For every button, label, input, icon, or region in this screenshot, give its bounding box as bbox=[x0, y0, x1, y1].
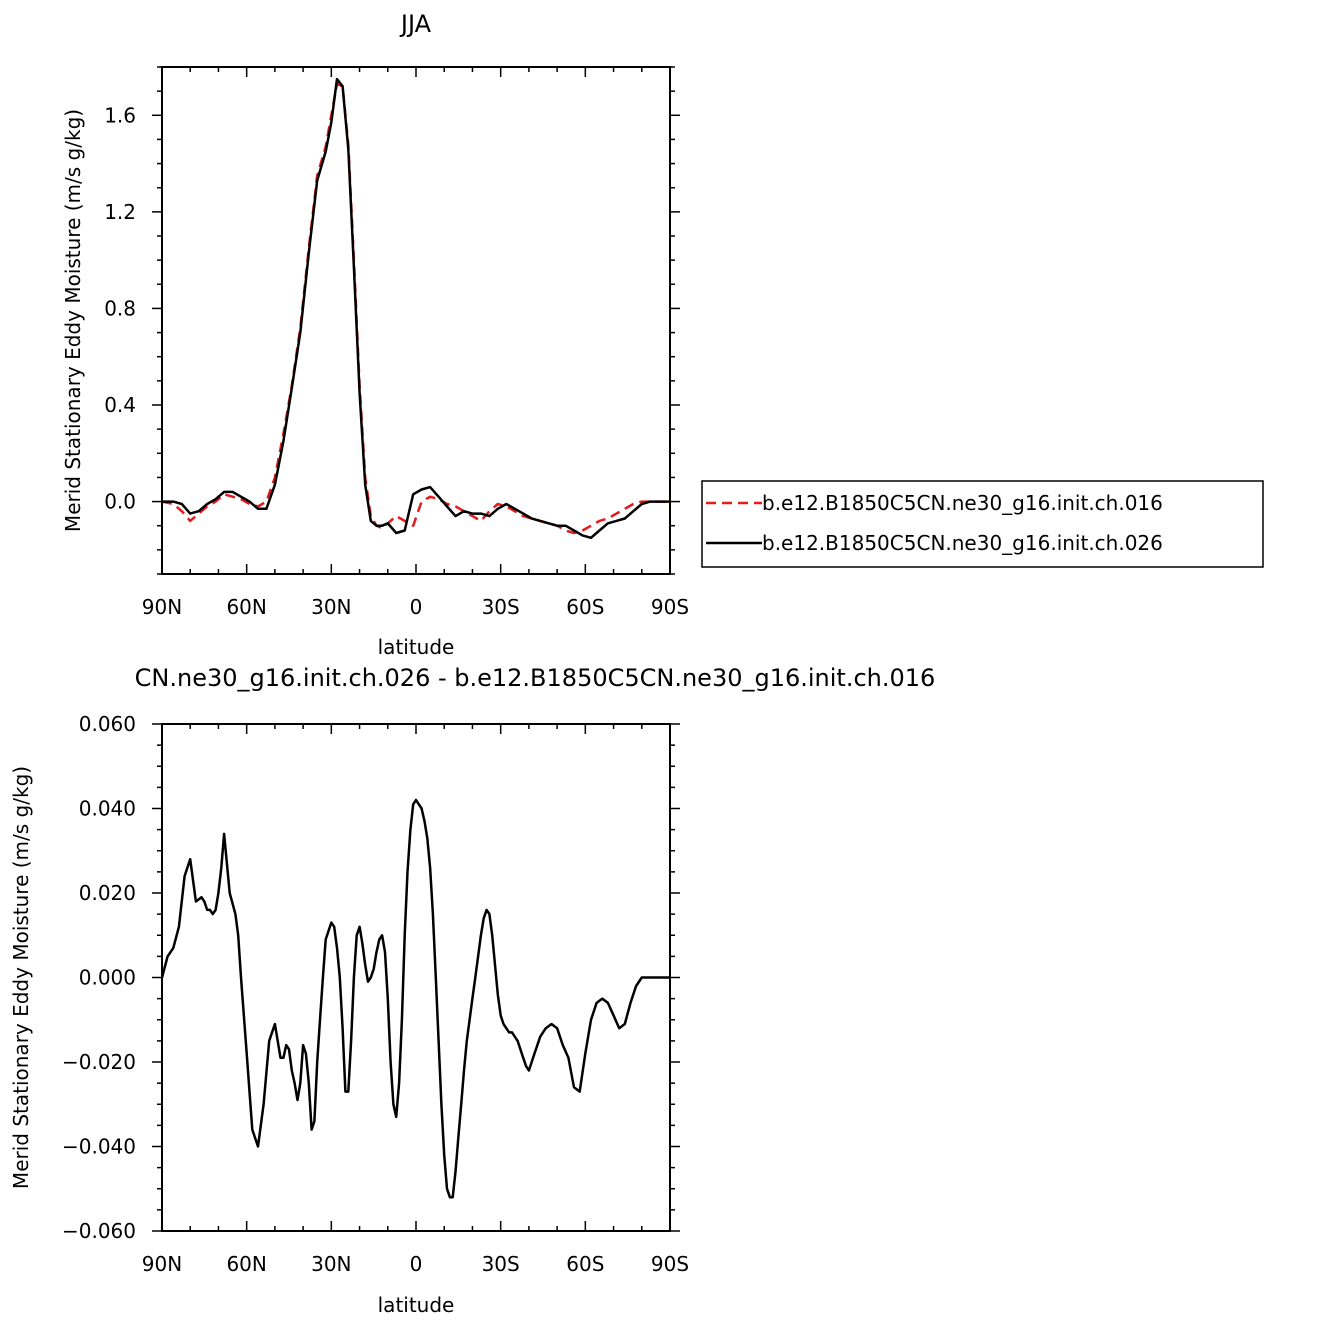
legend-label-1: b.e12.B1850C5CN.ne30_g16.init.ch.016 bbox=[762, 491, 1163, 515]
y-tick-label: −0.060 bbox=[62, 1219, 136, 1243]
x-tick-label: 90N bbox=[142, 595, 182, 619]
x-tick-label: 60N bbox=[226, 1252, 266, 1276]
chart-2: 90N 60N 30N 0 30S 60S 90S 0.060 0.040 0.020 0.000 −… bbox=[9, 664, 935, 1317]
y-tick-label: 0.020 bbox=[79, 881, 136, 905]
plot-frame bbox=[161, 66, 671, 575]
x-axis-label: latitude bbox=[378, 1293, 455, 1317]
x-tick-label: 90S bbox=[651, 1252, 689, 1276]
x-tick-label: 0 bbox=[410, 595, 423, 619]
x-tick-label: 60N bbox=[226, 595, 266, 619]
y-tick-label: 0.8 bbox=[104, 296, 136, 320]
x-tick-label: 30N bbox=[311, 1252, 351, 1276]
x-tick-label: 30N bbox=[311, 595, 351, 619]
y-axis-label: Merid Stationary Eddy Moisture (m/s g/kg… bbox=[9, 766, 33, 1189]
legend-box bbox=[701, 480, 1264, 568]
y-tick-label: −0.020 bbox=[62, 1050, 136, 1074]
y-tick-label: 0.040 bbox=[79, 797, 136, 821]
y-tick-label: 0.4 bbox=[104, 393, 136, 417]
x-tick-label: 60S bbox=[566, 595, 604, 619]
legend-label-2: b.e12.B1850C5CN.ne30_g16.init.ch.026 bbox=[762, 531, 1163, 555]
series-line-2 bbox=[162, 77, 670, 540]
x-tick-label: 30S bbox=[482, 1252, 520, 1276]
y-tick-label: 1.2 bbox=[104, 200, 136, 224]
y-tick-label: 0.0 bbox=[104, 490, 136, 514]
x-tick-label: 90N bbox=[142, 1252, 182, 1276]
x-tick-label: 30S bbox=[482, 595, 520, 619]
chart-title: CN.ne30_g16.init.ch.026 - b.e12.B1850C5C… bbox=[135, 664, 936, 692]
y-tick-label: 1.6 bbox=[104, 103, 136, 127]
x-tick-label: 60S bbox=[566, 1252, 604, 1276]
y-axis-label: Merid Stationary Eddy Moisture (m/s g/kg… bbox=[61, 109, 85, 532]
chart-1: 90N 60N 30N 0 30S 60S 90S 0.0 0.4 0.8 1.2 1.6 JJA lat… bbox=[61, 10, 1264, 659]
y-tick-label: 0.000 bbox=[79, 966, 136, 990]
y-tick-label: 0.060 bbox=[79, 712, 136, 736]
series-line-1 bbox=[162, 82, 670, 535]
series-line-1 bbox=[162, 798, 670, 1199]
x-tick-label: 90S bbox=[651, 595, 689, 619]
x-axis-label: latitude bbox=[378, 635, 455, 659]
chart-title: JJA bbox=[399, 10, 432, 38]
x-tick-label: 0 bbox=[410, 1252, 423, 1276]
y-tick-label: −0.040 bbox=[62, 1135, 136, 1159]
